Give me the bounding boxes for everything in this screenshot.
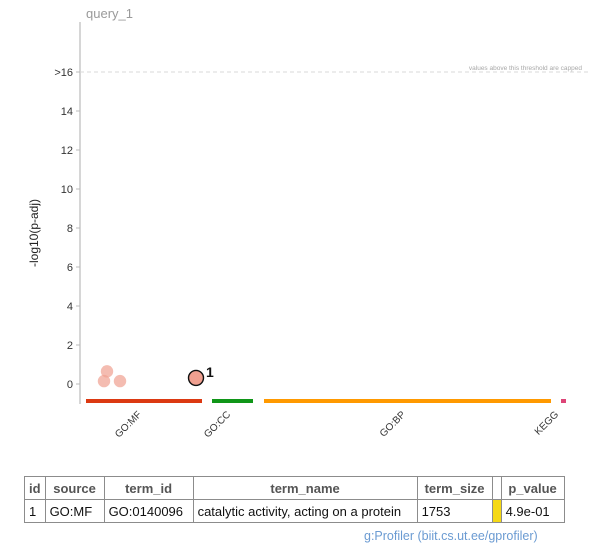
header-term-id: term_id [103,476,194,500]
data-point-1 [100,365,114,378]
y-tick-label-7: 14 [61,106,73,118]
y-tick-label-2: 4 [67,301,73,313]
threshold-note: values above this threshold are capped [469,65,582,72]
point-label: 1 [206,364,214,380]
cell-term-id: GO:0140096 [103,499,194,523]
y-tick-label-3: 6 [67,262,73,274]
header-id: id [24,476,46,500]
table-header-row: id source term_id term_name term_size p_… [24,476,565,500]
cell-id: 1 [24,499,46,523]
query-title: query_1 [86,6,133,21]
source-label-3: KEGG [533,409,561,437]
header-source: source [44,476,105,500]
cell-p-value: 4.9e-01 [500,499,565,523]
cell-term-size: 1753 [416,499,493,523]
header-p-value: p_value [500,476,565,500]
cell-source: GO:MF [44,499,105,523]
source-label-1: GO:CC [202,409,233,440]
y-tick-label-8: >16 [54,67,73,79]
header-term-size: term_size [416,476,493,500]
table-row: 1 GO:MF GO:0140096 catalytic activity, a… [24,499,565,523]
data-point-2 [113,374,127,388]
y-tick-label-6: 12 [61,145,73,157]
y-tick-label-0: 0 [67,379,73,391]
source-label-0: GO:MF [113,409,144,440]
source-label-2: GO:BP [378,409,408,439]
data-point-0 [97,374,111,388]
cell-significance-color [491,499,502,523]
y-tick-label-5: 10 [61,184,73,196]
highlighted-point [187,369,205,387]
results-table: id source term_id term_name term_size p_… [24,476,565,523]
cell-term-name: catalytic activity, acting on a protein [192,499,418,523]
header-color [491,476,502,500]
y-tick-label-4: 8 [67,223,73,235]
gprofiler-footer-link[interactable]: g:Profiler (biit.cs.ut.ee/gprofiler) [364,529,538,543]
header-term-name: term_name [192,476,418,500]
y-axis-label: -log10(p-adj) [27,199,41,267]
y-tick-label-1: 2 [67,340,73,352]
